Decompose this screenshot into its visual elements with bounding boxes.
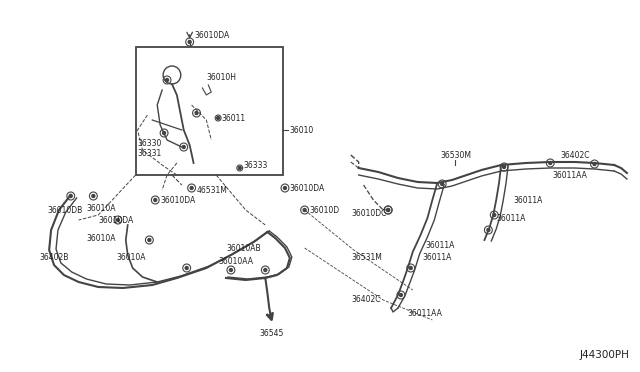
Circle shape — [92, 195, 95, 198]
Text: 36331: 36331 — [138, 148, 162, 157]
Circle shape — [217, 116, 220, 119]
Text: 36402C: 36402C — [352, 295, 381, 305]
Text: 36010A: 36010A — [86, 234, 116, 243]
Text: 36010DA: 36010DA — [160, 196, 195, 205]
Circle shape — [502, 166, 506, 169]
Circle shape — [166, 78, 168, 81]
Text: 36011AA: 36011AA — [408, 308, 443, 317]
Circle shape — [154, 199, 157, 202]
Circle shape — [238, 167, 241, 170]
Bar — [136, 47, 283, 175]
Circle shape — [399, 294, 403, 296]
Circle shape — [182, 145, 185, 148]
Text: 36011A: 36011A — [422, 253, 452, 263]
Circle shape — [548, 161, 552, 164]
Text: 36010: 36010 — [290, 125, 314, 135]
Circle shape — [230, 269, 232, 272]
Circle shape — [264, 269, 267, 272]
Text: 36010DA: 36010DA — [290, 183, 325, 192]
Text: 36010D: 36010D — [310, 205, 340, 215]
Circle shape — [593, 163, 596, 166]
Circle shape — [487, 228, 490, 231]
Text: 36330: 36330 — [138, 138, 162, 148]
Circle shape — [284, 186, 287, 189]
Text: 36545: 36545 — [259, 328, 284, 337]
Circle shape — [190, 186, 193, 189]
Text: 36010AA: 36010AA — [218, 257, 253, 266]
Text: 36010DA: 36010DA — [195, 31, 230, 39]
Text: 36011: 36011 — [221, 113, 245, 122]
Text: 36011A: 36011A — [513, 196, 542, 205]
Circle shape — [185, 266, 188, 269]
Text: 36011A: 36011A — [426, 241, 455, 250]
Circle shape — [387, 208, 390, 212]
Circle shape — [387, 208, 390, 212]
Text: 46531M: 46531M — [196, 186, 227, 195]
Text: 36010DB: 36010DB — [47, 205, 83, 215]
Circle shape — [163, 131, 166, 135]
Circle shape — [195, 112, 198, 115]
Text: 36333: 36333 — [244, 160, 268, 170]
Text: J44300PH: J44300PH — [580, 350, 630, 360]
Circle shape — [409, 266, 412, 269]
Text: 36010DC: 36010DC — [352, 208, 387, 218]
Text: 36011A: 36011A — [496, 214, 525, 222]
Text: 36402C: 36402C — [560, 151, 589, 160]
Circle shape — [116, 218, 120, 221]
Text: 36011AA: 36011AA — [552, 170, 587, 180]
Circle shape — [493, 214, 496, 217]
Text: 36010A: 36010A — [116, 253, 145, 263]
Text: 36531M: 36531M — [352, 253, 383, 263]
Text: 36530M: 36530M — [440, 151, 471, 160]
Circle shape — [441, 183, 444, 186]
Text: 36010DA: 36010DA — [99, 215, 134, 224]
Circle shape — [69, 195, 72, 198]
Text: 36010A: 36010A — [86, 203, 116, 212]
Circle shape — [188, 41, 191, 44]
Text: 36010H: 36010H — [206, 73, 236, 81]
Text: 36010AB: 36010AB — [226, 244, 260, 253]
Text: 36402B: 36402B — [39, 253, 68, 263]
Circle shape — [303, 208, 306, 212]
Circle shape — [148, 238, 151, 241]
